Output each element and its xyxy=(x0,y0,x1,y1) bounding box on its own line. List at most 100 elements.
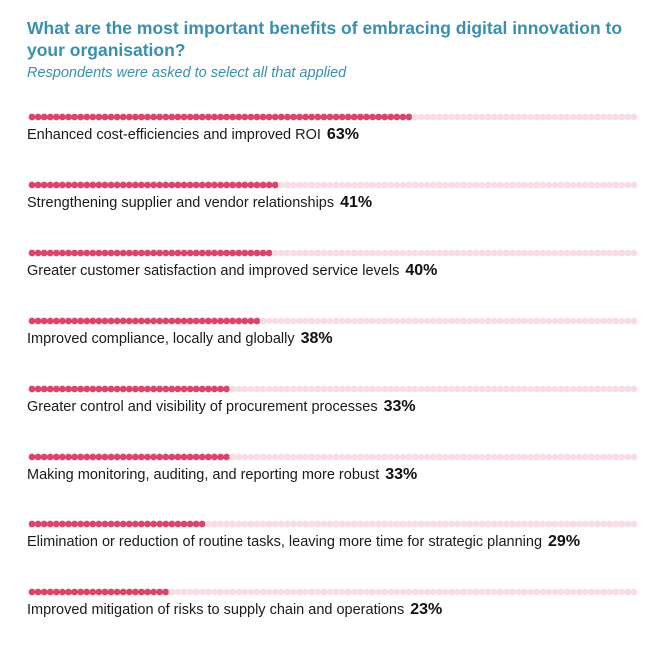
empty-dot xyxy=(356,249,364,257)
empty-dot xyxy=(496,385,504,392)
filled-dot xyxy=(369,113,376,121)
filled-dot xyxy=(138,317,145,325)
empty-dot xyxy=(581,249,589,257)
filled-dot xyxy=(46,317,54,325)
empty-dot xyxy=(624,317,632,325)
filled-dot xyxy=(253,181,261,189)
empty-dot xyxy=(545,317,553,325)
filled-dot xyxy=(131,249,139,257)
empty-dot xyxy=(423,181,431,189)
empty-dot xyxy=(630,113,638,121)
filled-dot xyxy=(265,113,273,121)
filled-dot xyxy=(113,317,121,325)
filled-dot xyxy=(296,113,303,121)
empty-dot xyxy=(436,113,443,121)
empty-dot xyxy=(314,181,322,189)
category-label: Strengthening supplier and vendor relati… xyxy=(27,194,335,211)
empty-dot xyxy=(247,520,255,528)
filled-dot xyxy=(125,385,133,392)
empty-dot xyxy=(600,385,607,392)
empty-dot xyxy=(515,520,522,528)
empty-dot xyxy=(344,181,352,189)
empty-dot xyxy=(405,181,413,189)
empty-dot xyxy=(436,453,443,460)
empty-dot xyxy=(502,520,510,528)
empty-dot xyxy=(551,453,559,460)
filled-dot xyxy=(119,317,127,325)
value-label: 63% xyxy=(326,126,359,143)
empty-dot xyxy=(588,520,595,528)
empty-dot xyxy=(612,181,620,189)
empty-dot xyxy=(527,181,535,189)
filled-dot xyxy=(150,588,158,596)
row-label: Greater customer satisfaction and improv… xyxy=(27,262,437,280)
empty-dot xyxy=(496,249,504,257)
filled-dot xyxy=(156,249,164,257)
filled-dot xyxy=(247,249,255,257)
filled-dot xyxy=(40,113,48,121)
empty-dot xyxy=(363,588,370,596)
dot-bar xyxy=(28,113,638,121)
empty-dot xyxy=(600,588,607,596)
filled-dot xyxy=(52,385,60,392)
filled-dot xyxy=(204,181,212,189)
filled-dot xyxy=(223,453,230,460)
empty-dot xyxy=(247,385,255,392)
empty-dot xyxy=(369,181,376,189)
filled-dot xyxy=(320,113,328,121)
empty-dot xyxy=(381,249,389,257)
filled-dot xyxy=(192,317,200,325)
empty-dot xyxy=(369,317,376,325)
filled-dot xyxy=(168,453,176,460)
filled-dot xyxy=(363,113,370,121)
empty-dot xyxy=(350,181,358,189)
filled-dot xyxy=(192,520,200,528)
empty-dot xyxy=(521,317,528,325)
empty-dot xyxy=(478,453,486,460)
empty-dot xyxy=(405,588,413,596)
filled-dot xyxy=(223,317,230,325)
filled-dot xyxy=(217,317,224,325)
empty-dot xyxy=(332,385,340,392)
filled-dot xyxy=(59,453,66,460)
filled-dot xyxy=(241,113,249,121)
empty-dot xyxy=(387,453,395,460)
empty-dot xyxy=(600,453,607,460)
empty-dot xyxy=(308,588,316,596)
empty-dot xyxy=(466,453,474,460)
empty-dot xyxy=(454,453,462,460)
empty-dot xyxy=(302,385,310,392)
filled-dot xyxy=(119,520,127,528)
empty-dot xyxy=(575,317,583,325)
filled-dot xyxy=(46,453,54,460)
empty-dot xyxy=(594,385,601,392)
filled-dot xyxy=(83,453,91,460)
filled-dot xyxy=(59,520,66,528)
empty-dot xyxy=(460,249,468,257)
filled-dot xyxy=(204,249,212,257)
empty-dot xyxy=(484,520,492,528)
empty-dot xyxy=(338,588,346,596)
empty-dot xyxy=(247,453,255,460)
empty-dot xyxy=(575,249,583,257)
empty-dot xyxy=(277,317,285,325)
filled-dot xyxy=(28,249,36,257)
filled-dot xyxy=(314,113,322,121)
empty-dot xyxy=(265,317,273,325)
empty-dot xyxy=(271,385,279,392)
filled-dot xyxy=(259,181,267,189)
empty-dot xyxy=(533,181,541,189)
filled-dot xyxy=(40,588,48,596)
empty-dot xyxy=(405,520,413,528)
empty-dot xyxy=(490,181,498,189)
empty-dot xyxy=(423,453,431,460)
empty-dot xyxy=(259,520,267,528)
empty-dot xyxy=(332,249,340,257)
empty-dot xyxy=(411,385,419,392)
empty-dot xyxy=(247,588,255,596)
filled-dot xyxy=(131,453,139,460)
filled-dot xyxy=(180,113,188,121)
empty-dot xyxy=(581,113,589,121)
chart-row: Greater customer satisfaction and improv… xyxy=(0,246,668,286)
